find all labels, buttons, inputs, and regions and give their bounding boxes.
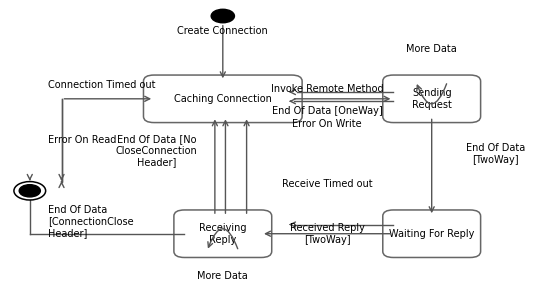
Text: Caching Connection: Caching Connection (174, 94, 272, 104)
Text: End Of Data [No
CloseConnection
Header]: End Of Data [No CloseConnection Header] (116, 134, 198, 168)
Circle shape (211, 9, 235, 23)
Text: Sending
Request: Sending Request (412, 88, 451, 110)
Circle shape (19, 185, 41, 197)
FancyBboxPatch shape (174, 210, 272, 257)
Text: Receive Timed out: Receive Timed out (281, 179, 372, 189)
Text: More Data: More Data (406, 44, 457, 54)
Text: Receiving
Reply: Receiving Reply (199, 223, 247, 245)
Text: Invoke Remote Method: Invoke Remote Method (271, 84, 383, 94)
Text: Create Connection: Create Connection (177, 26, 268, 36)
FancyBboxPatch shape (143, 75, 302, 123)
Text: End Of Data
[TwoWay]: End Of Data [TwoWay] (465, 143, 525, 165)
Text: More Data: More Data (197, 270, 248, 281)
Text: Waiting For Reply: Waiting For Reply (389, 229, 474, 239)
Text: End Of Data
[ConnectionClose
Header]: End Of Data [ConnectionClose Header] (49, 205, 134, 238)
Text: Error On Write: Error On Write (292, 119, 362, 129)
Circle shape (14, 182, 46, 200)
Text: Error On Read: Error On Read (49, 135, 117, 145)
FancyBboxPatch shape (383, 75, 481, 123)
Text: Received Reply
[TwoWay]: Received Reply [TwoWay] (289, 223, 365, 245)
Text: End Of Data [OneWay]: End Of Data [OneWay] (272, 107, 382, 116)
FancyBboxPatch shape (383, 210, 481, 257)
Text: Connection Timed out: Connection Timed out (49, 80, 156, 90)
